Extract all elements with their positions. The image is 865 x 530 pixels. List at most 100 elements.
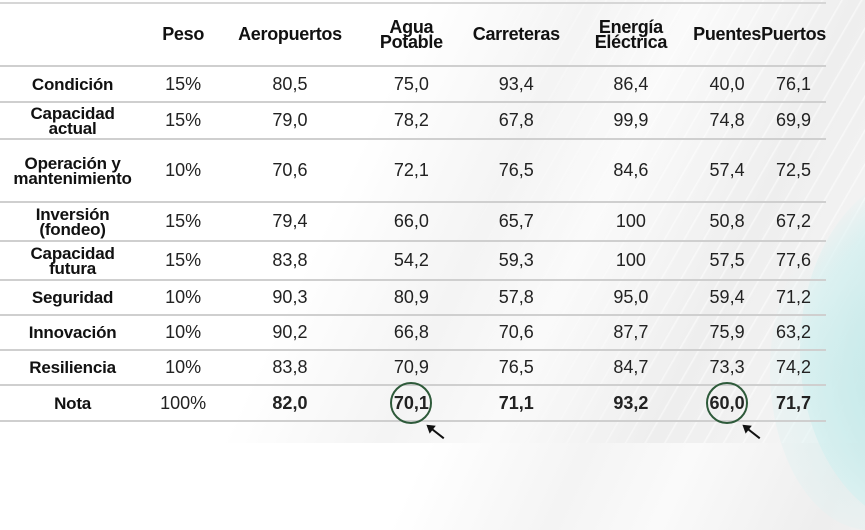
row-label-line: Inversión — [35, 204, 110, 224]
pointer-arrow-icon — [742, 424, 760, 439]
row-label-line: Capacidad — [30, 243, 115, 263]
header-row: Peso Aeropuertos Agua Potable Carreteras … — [0, 3, 826, 66]
value-cell: 67,8 — [463, 101, 569, 139]
row-label: Capacidad futura — [0, 240, 146, 280]
value-cell: 70,9 — [358, 349, 464, 385]
value-cell: 54,2 — [358, 240, 464, 280]
row-label-line: Seguridad — [31, 288, 114, 307]
value-cell: 79,0 — [221, 101, 359, 139]
header-aeropuertos: Aeropuertos — [238, 24, 342, 44]
total-cell-aeropuertos: 82,0 — [221, 384, 359, 422]
value-cell: 83,8 — [221, 349, 359, 385]
value-cell: 100 — [568, 201, 694, 241]
value-cell: 72,5 — [761, 138, 826, 202]
value-cell: 83,8 — [221, 240, 359, 280]
highlighted-value: 70,1 — [390, 382, 445, 439]
header-puertos: Puertos — [761, 24, 826, 44]
value-cell: 84,7 — [568, 349, 694, 385]
infrastructure-score-table: Peso Aeropuertos Agua Potable Carreteras … — [0, 2, 826, 439]
row-label-line: (fondeo) — [39, 219, 106, 239]
value-cell: 66,0 — [358, 201, 464, 241]
weight-cell: 10% — [145, 279, 222, 315]
row-label: Capacidad actual — [0, 101, 146, 139]
header-energia-electrica: Energía Eléctrica — [569, 3, 693, 66]
value-cell: 80,9 — [358, 279, 464, 315]
row-label-line: actual — [48, 118, 97, 138]
value-cell: 59,3 — [463, 240, 569, 280]
weight-cell: 15% — [145, 240, 222, 280]
weight-cell: 15% — [145, 201, 222, 241]
value-cell: 77,6 — [761, 240, 826, 280]
row-label: Condición — [0, 65, 146, 102]
value-cell: 87,7 — [568, 314, 694, 350]
row-label: Inversión (fondeo) — [0, 201, 146, 241]
row-label-line: Resiliencia — [29, 358, 116, 377]
header-agua-potable: Agua Potable — [359, 3, 464, 66]
total-row: Nota 100% 82,0 70,1 71,1 93,2 60,0 71,7 — [0, 382, 826, 439]
header-line: Agua — [389, 16, 434, 37]
value-cell: 65,7 — [463, 201, 569, 241]
value-cell: 75,0 — [358, 65, 464, 102]
row-label-line: Condición — [31, 74, 114, 94]
row-label-line: Innovación — [28, 323, 117, 342]
table-row: Condición 15% 80,5 75,0 93,4 86,4 40,0 7… — [0, 65, 826, 102]
value-cell: 72,1 — [358, 138, 464, 202]
value-cell: 74,2 — [761, 349, 826, 385]
value-cell: 76,1 — [761, 65, 826, 102]
total-weight-cell: 100% — [145, 384, 222, 422]
row-label: Resiliencia — [0, 349, 146, 385]
weight-cell: 15% — [145, 101, 222, 139]
weight-cell: 15% — [145, 65, 222, 102]
value-cell: 78,2 — [358, 101, 464, 139]
weight-cell: 10% — [145, 349, 222, 385]
header-carreteras: Carreteras — [472, 24, 560, 44]
value-cell: 57,5 — [693, 240, 762, 280]
value-cell: 71,2 — [761, 279, 826, 315]
row-label: Seguridad — [0, 279, 146, 315]
value-cell: 90,3 — [221, 279, 359, 315]
table-row: Resiliencia 10% 83,8 70,9 76,5 84,7 73,3… — [0, 349, 826, 385]
total-cell-puertos: 71,7 — [761, 384, 826, 422]
total-cell-energia-electrica: 93,2 — [568, 384, 694, 422]
value-cell: 99,9 — [568, 101, 694, 139]
value-cell: 69,9 — [761, 101, 826, 139]
value-cell: 84,6 — [568, 138, 694, 202]
value-cell: 59,4 — [693, 279, 762, 315]
pointer-arrow-icon — [427, 424, 445, 439]
value-cell: 90,2 — [221, 314, 359, 350]
highlighted-value: 60,0 — [706, 382, 760, 439]
value-cell: 76,5 — [463, 349, 569, 385]
table-row: Inversión (fondeo) 15% 79,4 66,0 65,7 100… — [0, 201, 826, 241]
value-cell: 93,4 — [463, 65, 569, 102]
header-line: Potable — [379, 31, 443, 52]
weight-cell: 10% — [145, 138, 222, 202]
total-cell-puentes: 60,0 — [693, 382, 762, 439]
table-row: Capacidad actual 15% 79,0 78,2 67,8 99,9 … — [0, 101, 826, 139]
value-cell: 57,4 — [693, 138, 762, 202]
total-cell-carreteras: 71,1 — [463, 384, 569, 422]
value-cell: 80,5 — [221, 65, 359, 102]
value-cell: 40,0 — [693, 65, 762, 102]
row-label: Operación y mantenimiento — [0, 138, 146, 202]
highlight-circle — [706, 382, 749, 424]
value-cell: 76,5 — [463, 138, 569, 202]
table-row: Capacidad futura 15% 83,8 54,2 59,3 100 5… — [0, 240, 826, 280]
row-label-line: futura — [49, 258, 97, 278]
row-label-line: mantenimiento — [13, 168, 132, 188]
table-row: Operación y mantenimiento 10% 70,6 72,1 7… — [0, 138, 826, 202]
row-label: Innovación — [0, 314, 146, 350]
header-criterion — [0, 3, 145, 66]
weight-cell: 10% — [145, 314, 222, 350]
value-cell: 63,2 — [761, 314, 826, 350]
total-cell-agua-potable: 70,1 — [358, 382, 464, 439]
header-puentes: Puentes — [693, 24, 762, 44]
value-cell: 95,0 — [568, 279, 694, 315]
value-cell: 67,2 — [761, 201, 826, 241]
value-cell: 73,3 — [693, 349, 762, 385]
header-line: Eléctrica — [594, 31, 668, 52]
value-cell: 70,6 — [463, 314, 569, 350]
header-line: Energía — [598, 16, 663, 37]
highlight-circle — [390, 382, 433, 424]
value-cell: 50,8 — [693, 201, 762, 241]
table-row: Innovación 10% 90,2 66,8 70,6 87,7 75,9 … — [0, 314, 826, 350]
